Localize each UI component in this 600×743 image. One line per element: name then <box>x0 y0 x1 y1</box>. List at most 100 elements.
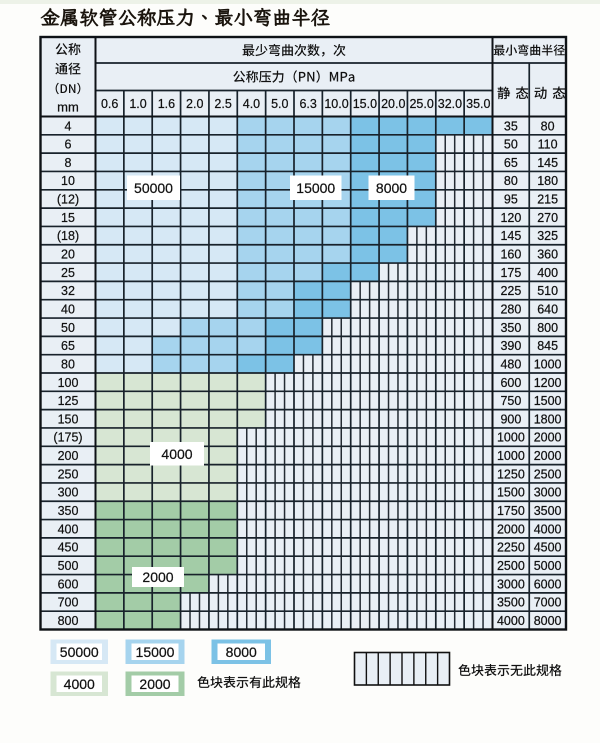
svg-text:2000: 2000 <box>534 431 562 445</box>
svg-text:510: 510 <box>537 284 558 298</box>
svg-text:6000: 6000 <box>534 577 562 591</box>
svg-text:600: 600 <box>500 376 521 390</box>
svg-text:0.6: 0.6 <box>101 97 118 111</box>
svg-text:5000: 5000 <box>534 559 562 573</box>
svg-text:1000: 1000 <box>534 357 562 371</box>
svg-text:500: 500 <box>58 559 79 573</box>
svg-text:4000: 4000 <box>534 522 562 536</box>
svg-text:32.0: 32.0 <box>438 97 462 111</box>
svg-text:400: 400 <box>537 266 558 280</box>
svg-text:4000: 4000 <box>497 614 525 628</box>
svg-text:3000: 3000 <box>497 577 525 591</box>
svg-text:6.3: 6.3 <box>299 97 316 111</box>
svg-text:3500: 3500 <box>534 504 562 518</box>
svg-text:145: 145 <box>537 156 558 170</box>
svg-text:4: 4 <box>65 119 72 133</box>
svg-text:700: 700 <box>58 596 79 610</box>
svg-text:1250: 1250 <box>497 467 525 481</box>
svg-text:35: 35 <box>504 119 518 133</box>
svg-text:200: 200 <box>58 449 79 463</box>
svg-text:325: 325 <box>537 229 558 243</box>
svg-text:25: 25 <box>61 266 75 280</box>
svg-text:2000: 2000 <box>534 449 562 463</box>
svg-text:8000: 8000 <box>534 614 562 628</box>
svg-text:50: 50 <box>504 138 518 152</box>
svg-text:(175): (175) <box>53 431 82 445</box>
svg-text:35.0: 35.0 <box>466 97 490 111</box>
svg-text:2250: 2250 <box>497 541 525 555</box>
svg-text:15000: 15000 <box>296 180 335 196</box>
svg-text:120: 120 <box>500 211 521 225</box>
svg-text:40: 40 <box>61 302 75 316</box>
svg-text:2000: 2000 <box>139 676 170 692</box>
svg-text:1000: 1000 <box>497 431 525 445</box>
svg-text:480: 480 <box>500 357 521 371</box>
svg-text:7000: 7000 <box>534 596 562 610</box>
svg-text:600: 600 <box>58 577 79 591</box>
svg-text:300: 300 <box>58 486 79 500</box>
svg-text:390: 390 <box>500 339 521 353</box>
svg-text:32: 32 <box>61 284 75 298</box>
svg-text:65: 65 <box>504 156 518 170</box>
svg-text:125: 125 <box>58 394 79 408</box>
svg-text:215: 215 <box>537 193 558 207</box>
svg-text:800: 800 <box>537 321 558 335</box>
svg-text:6: 6 <box>65 138 72 152</box>
svg-text:1750: 1750 <box>497 504 525 518</box>
svg-text:20: 20 <box>61 248 75 262</box>
svg-text:800: 800 <box>58 614 79 628</box>
svg-text:4000: 4000 <box>64 676 95 692</box>
svg-text:225: 225 <box>500 284 521 298</box>
svg-text:1500: 1500 <box>534 394 562 408</box>
svg-text:25.0: 25.0 <box>409 97 433 111</box>
svg-text:80: 80 <box>504 174 518 188</box>
svg-text:900: 900 <box>500 412 521 426</box>
svg-text:20.0: 20.0 <box>381 97 405 111</box>
svg-text:1000: 1000 <box>497 449 525 463</box>
svg-text:3000: 3000 <box>534 486 562 500</box>
svg-text:10: 10 <box>61 174 75 188</box>
svg-text:8: 8 <box>65 156 72 170</box>
svg-text:110: 110 <box>538 138 558 152</box>
svg-text:95: 95 <box>504 193 518 207</box>
svg-text:160: 160 <box>500 248 521 262</box>
svg-text:50000: 50000 <box>134 180 173 196</box>
svg-text:(18): (18) <box>57 229 79 243</box>
svg-text:2500: 2500 <box>497 559 525 573</box>
svg-text:80: 80 <box>61 357 75 371</box>
svg-text:1500: 1500 <box>497 486 525 500</box>
svg-text:1.0: 1.0 <box>129 97 146 111</box>
svg-text:1.6: 1.6 <box>158 97 175 111</box>
svg-text:450: 450 <box>58 541 79 555</box>
svg-text:2000: 2000 <box>497 522 525 536</box>
svg-text:50000: 50000 <box>60 644 99 660</box>
svg-text:15: 15 <box>61 211 75 225</box>
svg-text:145: 145 <box>500 229 521 243</box>
svg-text:180: 180 <box>537 174 558 188</box>
svg-text:4.0: 4.0 <box>243 97 260 111</box>
svg-text:50: 50 <box>61 321 75 335</box>
svg-text:4500: 4500 <box>534 541 562 555</box>
svg-text:100: 100 <box>58 376 79 390</box>
svg-text:280: 280 <box>500 302 521 316</box>
svg-text:8000: 8000 <box>226 644 257 660</box>
svg-text:(12): (12) <box>57 193 79 207</box>
svg-text:5.0: 5.0 <box>271 97 288 111</box>
svg-text:2000: 2000 <box>142 569 173 585</box>
svg-text:360: 360 <box>537 248 558 262</box>
svg-text:400: 400 <box>58 522 79 536</box>
svg-text:80: 80 <box>541 119 555 133</box>
svg-text:1200: 1200 <box>534 376 562 390</box>
svg-text:65: 65 <box>61 339 75 353</box>
svg-text:250: 250 <box>58 467 79 481</box>
svg-text:2.5: 2.5 <box>214 97 231 111</box>
svg-text:3500: 3500 <box>497 596 525 610</box>
svg-text:2500: 2500 <box>534 467 562 481</box>
svg-text:350: 350 <box>500 321 521 335</box>
svg-text:15.0: 15.0 <box>353 97 377 111</box>
svg-text:750: 750 <box>500 394 521 408</box>
svg-text:350: 350 <box>58 504 79 518</box>
svg-text:845: 845 <box>537 339 558 353</box>
svg-text:1800: 1800 <box>534 412 562 426</box>
svg-text:270: 270 <box>537 211 558 225</box>
